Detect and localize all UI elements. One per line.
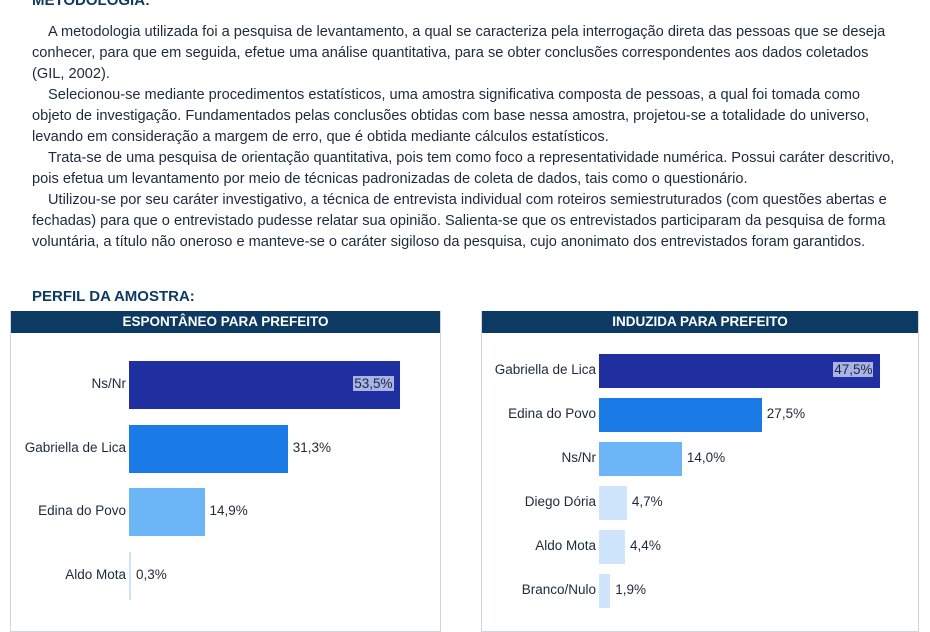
- paragraph: A metodologia utilizada foi a pesquisa d…: [32, 24, 886, 82]
- data-label: 14,0%: [686, 450, 726, 465]
- paragraph: Selecionou-se mediante procedimentos est…: [32, 87, 870, 145]
- data-label: 27,5%: [766, 406, 806, 421]
- category-label: Branco/Nulo: [521, 582, 596, 597]
- bar: [599, 574, 611, 608]
- data-label: 1,9%: [615, 582, 647, 597]
- data-label: 53,5%: [353, 376, 394, 391]
- bar: [599, 442, 682, 476]
- bar: [129, 551, 131, 600]
- bar: [599, 530, 626, 564]
- sample-profile-title: PERFIL DA AMOSTRA:: [32, 288, 195, 305]
- data-label: 4,4%: [630, 538, 661, 553]
- data-label: 31,3%: [292, 439, 331, 455]
- section-title: METODOLOGIA:: [32, 0, 151, 9]
- category-label: Gabriella de Lica: [24, 439, 126, 455]
- bar: [599, 486, 627, 520]
- category-label: Edina do Povo: [508, 406, 596, 421]
- category-label: Diego Dória: [524, 494, 596, 509]
- chart-title: INDUZIDA PARA PREFEITO: [482, 311, 918, 333]
- paragraph: Trata-se de uma pesquisa de orientação q…: [32, 150, 895, 187]
- bar: [599, 398, 762, 432]
- chart-induced: INDUZIDA PARA PREFEITO Gabriella de Lica…: [481, 311, 919, 632]
- paragraph: Utilizou-se por seu caráter investigativ…: [32, 192, 887, 250]
- chart-spontaneous: ESPONTÂNEO PARA PREFEITO Ns/Nr 53,5% Gabri…: [10, 311, 441, 632]
- category-label: Ns/Nr: [561, 450, 597, 465]
- category-label: Edina do Povo: [38, 503, 126, 518]
- bar: [129, 488, 205, 536]
- data-label: 47,5%: [833, 362, 874, 377]
- data-label: 4,7%: [631, 494, 663, 509]
- bar: [129, 424, 288, 473]
- data-label: 14,9%: [209, 503, 248, 518]
- category-label: Aldo Mota: [65, 566, 126, 582]
- category-label: Gabriella de Lica: [494, 362, 596, 377]
- category-label: Aldo Mota: [535, 538, 596, 553]
- data-label: 0,3%: [136, 566, 167, 582]
- category-label: Ns/Nr: [91, 376, 127, 391]
- methodology-text: A metodologia utilizada foi a pesquisa d…: [32, 22, 902, 253]
- chart-title: ESPONTÂNEO PARA PREFEITO: [11, 311, 440, 333]
